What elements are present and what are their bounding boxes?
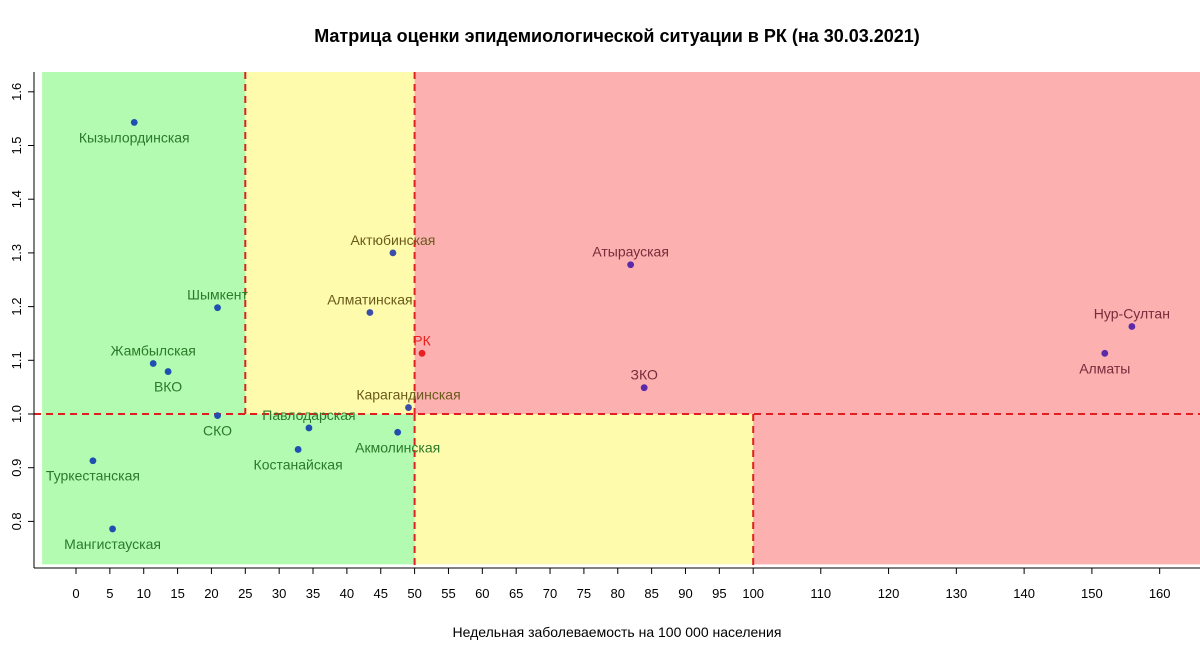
- data-point: [130, 119, 138, 126]
- y-tick-label: 1.5: [9, 136, 24, 154]
- x-tick-label: 85: [644, 586, 658, 601]
- x-tick-label: 55: [441, 586, 455, 601]
- zone-rect: [42, 72, 246, 414]
- data-point: [109, 525, 116, 533]
- x-tick-label: 10: [136, 586, 150, 601]
- data-point: [394, 428, 402, 436]
- x-tick-label: 5: [106, 586, 113, 601]
- point-label: Алматы: [1079, 360, 1130, 376]
- x-tick-label: 30: [272, 586, 286, 601]
- x-tick-label: 65: [509, 586, 523, 601]
- y-tick-label: 1.4: [9, 190, 24, 208]
- x-tick-label: 60: [475, 586, 489, 601]
- data-point: [89, 457, 97, 465]
- x-tick-label: 45: [374, 586, 388, 601]
- x-tick-label: 20: [204, 586, 218, 601]
- point-label: Алматинская: [327, 292, 412, 308]
- x-tick-label: 50: [407, 586, 421, 601]
- x-tick-label: 40: [340, 586, 354, 601]
- x-tick-label: 80: [611, 586, 625, 601]
- data-point: [214, 304, 221, 312]
- point-label: Шымкент: [187, 287, 248, 303]
- x-tick-label: 0: [72, 586, 79, 601]
- x-tick-label: 15: [170, 586, 184, 601]
- data-point: [149, 360, 157, 367]
- zone-rect: [245, 72, 415, 414]
- x-tick-label: 75: [577, 586, 591, 601]
- data-point: [627, 261, 635, 269]
- point-label: ВКО: [154, 379, 182, 395]
- data-point: [294, 446, 302, 453]
- data-point: [1128, 323, 1136, 330]
- y-tick-label: 0.9: [9, 459, 24, 477]
- data-point: [389, 249, 397, 257]
- y-tick-label: 0.8: [9, 512, 24, 530]
- y-tick-label: 1.1: [9, 351, 24, 369]
- x-tick-label: 150: [1081, 586, 1103, 601]
- data-point: [418, 349, 426, 357]
- y-tick-label: 1.2: [9, 298, 24, 316]
- y-tick-label: 1.0: [9, 405, 24, 423]
- point-label: Мангистауская: [64, 536, 161, 552]
- data-point: [1101, 349, 1109, 357]
- data-points: Кызылординская Актюбинская Атырауская Шымке…: [46, 119, 1170, 552]
- chart-title: Матрица оценки эпидемиологической ситуац…: [314, 26, 920, 46]
- point-label: Карагандинская: [356, 387, 460, 403]
- x-tick-label: 100: [742, 586, 764, 601]
- point-label: Павлодарская: [262, 407, 355, 423]
- x-tick-label: 120: [878, 586, 900, 601]
- point-label: Атырауская: [592, 244, 669, 260]
- risk-zones: [42, 72, 1200, 565]
- point-label: Актюбинская: [350, 232, 435, 248]
- x-tick-label: 110: [810, 586, 831, 601]
- zone-rect: [753, 414, 1200, 565]
- axes: 0 5 10 15 20 25 30 35 40 45 50 55 60 65 70 75 80 85 90 95 10…: [9, 72, 1200, 601]
- x-tick-label: 140: [1013, 586, 1035, 601]
- data-point: [640, 384, 648, 392]
- point-label: Акмолинская: [355, 439, 440, 455]
- x-tick-label: 130: [945, 586, 967, 601]
- point-label: СКО: [203, 423, 232, 439]
- x-tick-label: 95: [712, 586, 726, 601]
- data-point: [366, 309, 374, 316]
- data-point: [164, 368, 172, 375]
- zone-rect: [42, 414, 415, 565]
- point-label: Кызылординская: [79, 129, 190, 145]
- x-tick-label: 70: [543, 586, 557, 601]
- x-axis-label: Недельная заболеваемость на 100 000 насе…: [452, 624, 782, 640]
- point-label: Нур-Султан: [1094, 305, 1170, 321]
- x-tick-label: 160: [1149, 586, 1171, 601]
- threshold-lines: [34, 72, 1200, 568]
- x-tick-label: 25: [238, 586, 252, 601]
- point-label: ЗКО: [630, 367, 657, 383]
- data-point: [214, 412, 221, 420]
- data-point: [305, 424, 313, 432]
- zone-rect: [414, 72, 1200, 414]
- point-label: РК: [413, 332, 431, 348]
- zone-rect: [414, 414, 754, 565]
- point-label: Жамбылская: [111, 343, 196, 359]
- y-tick-label: 1.3: [9, 244, 24, 262]
- point-label: Туркестанская: [46, 468, 140, 484]
- data-point: [405, 404, 412, 411]
- point-label: Костанайская: [254, 456, 343, 472]
- x-tick-label: 35: [306, 586, 320, 601]
- y-tick-label: 1.6: [9, 83, 24, 101]
- x-tick-label: 90: [678, 586, 692, 601]
